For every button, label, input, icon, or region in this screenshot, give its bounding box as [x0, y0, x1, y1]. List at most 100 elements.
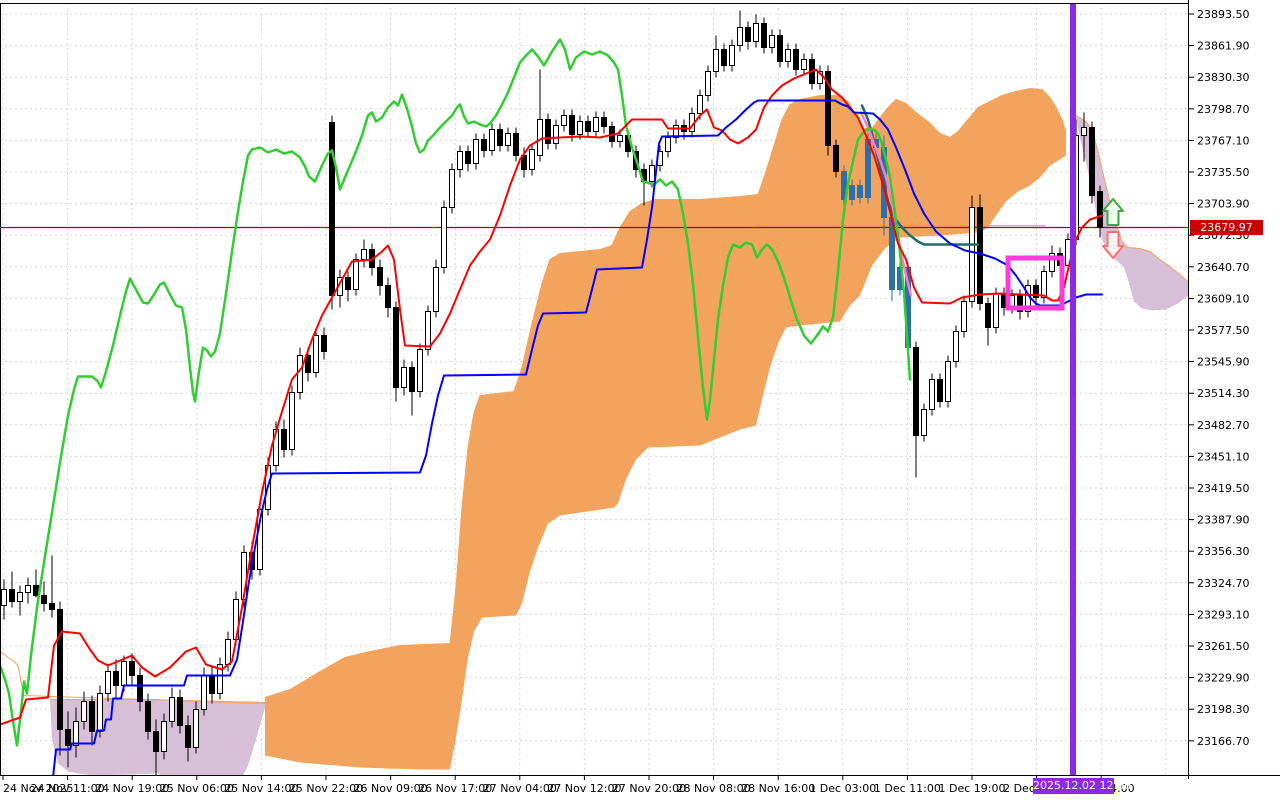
candle-body: [81, 701, 87, 722]
candle-body: [321, 335, 327, 352]
candle-body: [201, 675, 207, 710]
candle-body: [945, 361, 951, 402]
kijun-sen-line: [52, 99, 1103, 775]
candle-body: [1097, 191, 1103, 228]
time-tick-label: 26 Nov 17:00: [418, 782, 492, 795]
candle-body: [185, 725, 191, 748]
candle-body: [753, 23, 759, 42]
candle-body: [793, 49, 799, 70]
candle-body: [305, 355, 311, 373]
time-tick-label: 25 Nov 06:00: [160, 782, 234, 795]
candle-body: [345, 277, 351, 290]
candle-body: [393, 307, 399, 388]
candle-body: [313, 335, 319, 373]
highlight-rectangle: [1005, 255, 1065, 311]
candle-body: [497, 129, 503, 146]
candle-body: [105, 671, 111, 694]
candle-body: [113, 671, 119, 686]
time-tick-label: 25 Nov 14:00: [224, 782, 298, 795]
price-tick-label: 23198.30: [1197, 703, 1250, 716]
price-tick-label: 23767.10: [1197, 134, 1250, 147]
time-tick-label: 27 Nov 12:00: [547, 782, 621, 795]
candle-body: [825, 71, 831, 146]
time-tick-label: 1 Dec 11:00: [874, 782, 941, 795]
price-tick-label: 23482.70: [1197, 419, 1250, 432]
candle-body: [705, 71, 711, 96]
candle-body: [153, 731, 159, 752]
candle-body: [209, 675, 215, 694]
ichimoku-down-cloud-projection: [1076, 115, 1188, 311]
price-tick-label: 23419.50: [1197, 482, 1250, 495]
candle-body: [441, 207, 447, 268]
senkou-span-a-line: [0, 651, 266, 703]
price-axis[interactable]: 23893.50 23861.90 23830.30 23798.70 23767.10…: [1188, 8, 1250, 748]
buy-arrow-icon: [1102, 198, 1124, 226]
candle-body: [17, 592, 23, 602]
price-tick-label: 23893.50: [1197, 8, 1250, 21]
candle-body: [545, 119, 551, 144]
time-tick-label: 1 Dec 19:00: [939, 782, 1006, 795]
candle-body: [1049, 253, 1055, 272]
chart-border: [0, 0, 1280, 779]
candle-body: [121, 661, 127, 686]
candle-body: [169, 697, 175, 722]
price-tick-label: 23324.70: [1197, 577, 1250, 590]
candle-body: [697, 95, 703, 114]
candle-body: [1033, 285, 1039, 298]
candle-body: [377, 267, 383, 286]
candle-body: [9, 589, 15, 602]
price-tick-label: 23735.50: [1197, 166, 1250, 179]
price-tick-label: 23609.10: [1197, 292, 1250, 305]
candle-body: [865, 139, 871, 198]
ichimoku-up-cloud: [265, 88, 1066, 770]
candle-body: [489, 129, 495, 151]
candle-body: [41, 595, 47, 604]
sell-arrow-icon: [1102, 231, 1124, 259]
price-tick-label: 23577.50: [1197, 324, 1250, 337]
chikou-span-line: [0, 38, 912, 747]
candle-body: [801, 59, 807, 70]
candle-body: [329, 122, 335, 296]
candle-body: [177, 697, 183, 726]
candle-body: [465, 151, 471, 164]
candle-body: [161, 721, 167, 752]
candle-body: [729, 45, 735, 66]
time-tick-label: 25 Nov 22:00: [289, 782, 363, 795]
candle-body: [361, 249, 367, 260]
candle-body: [417, 349, 423, 392]
candle-body: [401, 367, 407, 388]
candle-body: [849, 185, 855, 200]
price-tick-label: 23830.30: [1197, 71, 1250, 84]
candle-body: [193, 709, 199, 748]
candle-body: [433, 267, 439, 312]
candle-body: [409, 367, 415, 392]
pink-indicator-line: [859, 111, 913, 297]
price-tick-label: 23356.30: [1197, 545, 1250, 558]
candle-body: [569, 115, 575, 135]
candle-body: [761, 23, 767, 48]
time-tick-label: 24 Nov 19:00: [95, 782, 169, 795]
candle-body: [297, 355, 303, 393]
time-tick-label: 26 Nov 09:00: [354, 782, 428, 795]
candle-body: [33, 585, 39, 596]
candle-body: [769, 35, 775, 48]
candles: [1, 10, 1103, 775]
price-tick-label: 23703.90: [1197, 198, 1250, 211]
candle-body: [57, 609, 63, 730]
candle-body: [593, 117, 599, 132]
candle-body: [97, 693, 103, 732]
candle-body: [289, 392, 295, 450]
candle-body: [281, 429, 287, 450]
candle-body: [537, 119, 543, 156]
candle-body: [713, 49, 719, 72]
candle-body: [617, 135, 623, 142]
candle-body: [449, 169, 455, 208]
time-tick-label: 27 Nov 20:00: [612, 782, 686, 795]
candle-body: [425, 311, 431, 350]
plot-area: [0, 3, 1188, 775]
time-tick-label: 24 Nov 2025: [3, 782, 73, 795]
candle-body: [721, 49, 727, 66]
